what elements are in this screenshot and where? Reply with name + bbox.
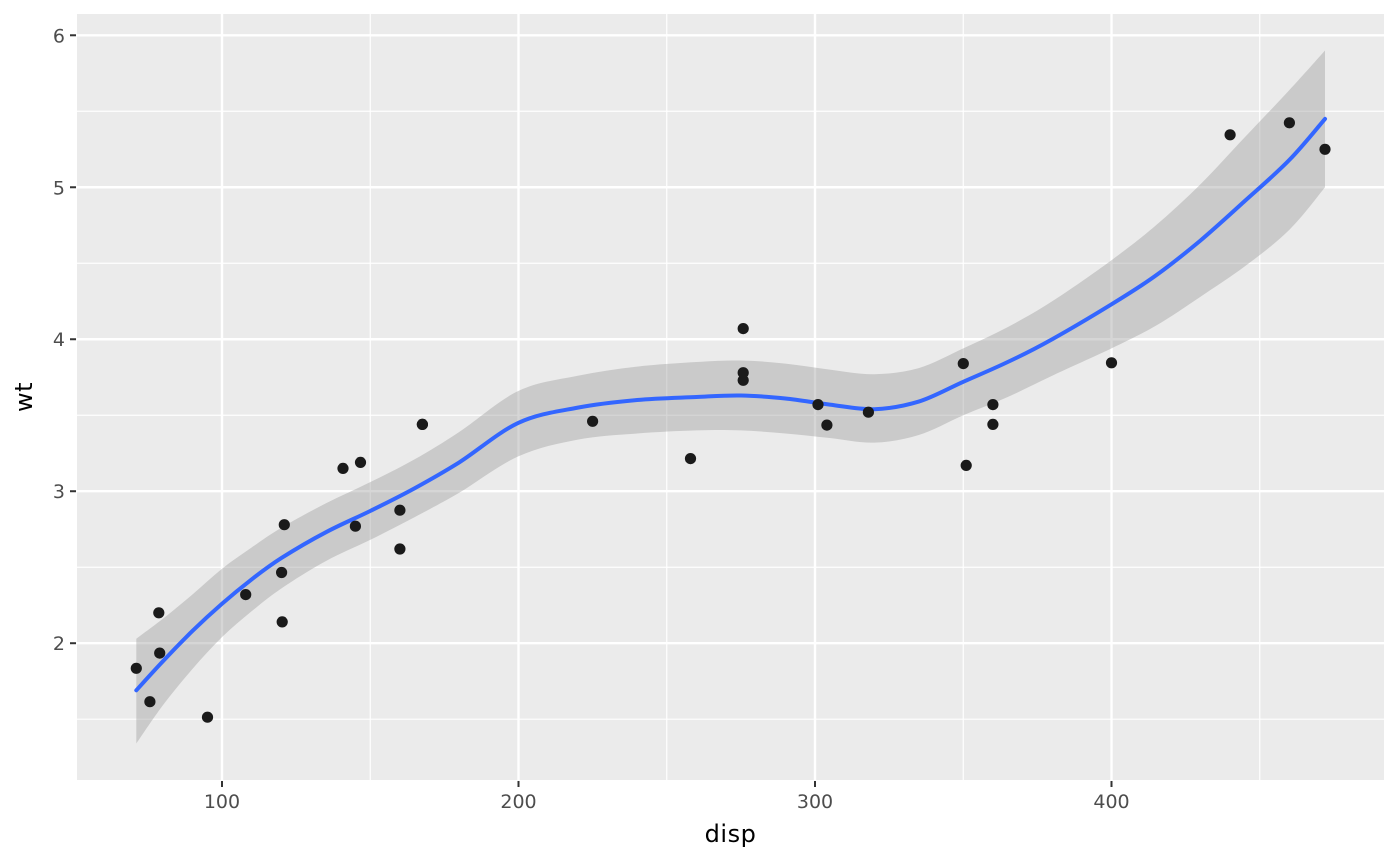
x-tick-label: 200 [500, 791, 536, 813]
data-point [737, 367, 749, 379]
data-point [144, 696, 156, 708]
data-point [153, 607, 165, 619]
data-point [394, 504, 406, 516]
smooth-line [134, 116, 1327, 693]
data-point [416, 418, 428, 430]
x-tick-label: 100 [204, 791, 240, 813]
data-point [130, 662, 142, 674]
data-point [957, 358, 969, 370]
data-point [154, 647, 166, 659]
data-point [240, 589, 252, 601]
data-point [812, 399, 824, 411]
y-axis-title: wt [10, 381, 38, 413]
data-point [354, 456, 367, 468]
data-point [337, 462, 349, 474]
data-point [1105, 357, 1118, 369]
y-tick-label: 4 [53, 329, 65, 351]
data-point [862, 406, 875, 418]
data-point [276, 616, 288, 628]
data-point [276, 566, 288, 579]
data-point [987, 418, 999, 430]
x-axis-title: disp [704, 820, 757, 848]
data-point [960, 459, 972, 471]
data-point [1224, 129, 1236, 141]
data-point [821, 419, 833, 431]
y-tick-label: 6 [53, 25, 65, 47]
y-tick-label: 3 [53, 481, 65, 503]
data-point [1319, 143, 1331, 155]
data-point [201, 711, 214, 723]
data-point [737, 323, 749, 335]
data-point [394, 543, 406, 555]
data-point [987, 399, 999, 411]
data-point [587, 415, 599, 427]
y-tick-label: 2 [53, 633, 65, 655]
data-point [278, 519, 290, 531]
data-point [684, 453, 697, 465]
y-tick-label: 5 [53, 177, 65, 199]
data-point [1283, 117, 1295, 129]
data-point [349, 520, 361, 532]
x-tick-label: 300 [797, 791, 833, 813]
x-tick-label: 400 [1093, 791, 1129, 813]
